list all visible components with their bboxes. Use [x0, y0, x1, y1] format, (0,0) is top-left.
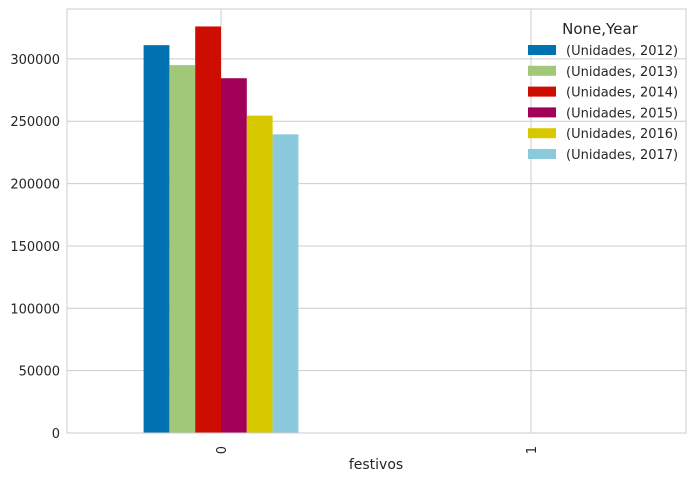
- legend-swatch: [528, 86, 556, 97]
- legend: None,Year (Unidades, 2012) (Unidades, 201…: [528, 20, 678, 163]
- legend-title: None,Year: [562, 20, 638, 38]
- bar: [272, 134, 299, 433]
- bar: [143, 45, 170, 434]
- legend-label: (Unidades, 2015): [566, 106, 678, 121]
- y-tick-label: 250000: [10, 115, 60, 130]
- y-tick-label: 200000: [10, 178, 60, 193]
- legend-swatch: [528, 149, 556, 159]
- x-axis-label: festivos: [349, 457, 403, 473]
- x-tick-label: 0: [215, 446, 230, 454]
- y-tick-label: 300000: [10, 53, 60, 68]
- y-axis: 0 50000 100000 150000 200000 250000 300000: [10, 53, 60, 442]
- x-tick-label: 1: [525, 446, 540, 454]
- legend-swatch: [528, 45, 556, 55]
- legend-label: (Unidades, 2014): [566, 86, 678, 101]
- bar: [246, 115, 273, 433]
- legend-label: (Unidades, 2017): [566, 148, 678, 163]
- y-tick-label: 100000: [10, 302, 60, 317]
- legend-swatch: [528, 128, 556, 139]
- y-tick-label: 0: [52, 427, 60, 442]
- legend-label: (Unidades, 2013): [566, 65, 678, 80]
- legend-swatch: [528, 107, 556, 118]
- legend-label: (Unidades, 2016): [566, 127, 678, 142]
- legend-swatch: [528, 65, 556, 76]
- plot-frame: [66, 8, 687, 434]
- bar: [195, 26, 221, 433]
- bar: [221, 78, 247, 433]
- y-tick-label: 150000: [10, 240, 60, 255]
- legend-label: (Unidades, 2012): [566, 44, 678, 59]
- bar: [169, 65, 196, 433]
- y-tick-label: 50000: [19, 365, 60, 380]
- bars: [143, 26, 299, 434]
